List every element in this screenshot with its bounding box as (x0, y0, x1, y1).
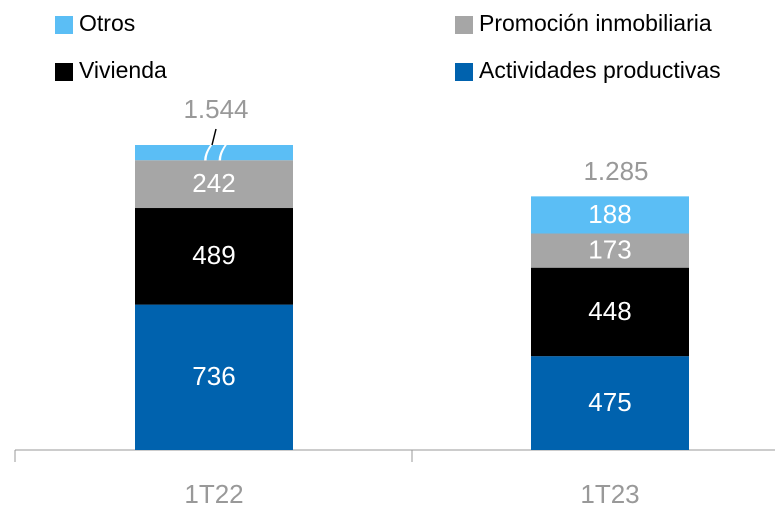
data-label: 489 (192, 240, 235, 270)
total-label: 1.285 (583, 156, 648, 186)
legend-swatch (455, 16, 473, 34)
leader-line (211, 128, 217, 146)
bar-segment (135, 160, 293, 209)
legend-swatch (55, 63, 73, 81)
x-tick-label: 1T23 (580, 479, 639, 506)
data-label: 736 (192, 361, 235, 391)
data-label: 77 (200, 136, 229, 166)
bar-segment (531, 267, 689, 357)
x-tick-label: 1T22 (184, 479, 243, 506)
data-label: 188 (588, 199, 631, 229)
data-label: 475 (588, 387, 631, 417)
bar-segment (531, 196, 689, 234)
legend-label: Actividades productivas (479, 57, 721, 83)
legend-swatch (455, 63, 473, 81)
bar-segment (531, 356, 689, 450)
legend-swatch (55, 16, 73, 34)
legend-label: Vivienda (79, 57, 167, 83)
data-label: 242 (192, 168, 235, 198)
bar-segment (135, 304, 293, 450)
total-label: 1.544 (183, 94, 248, 124)
legend-label: Otros (79, 10, 135, 36)
bar-segment (531, 233, 689, 268)
bar-segment (135, 208, 293, 305)
bar-segment (135, 145, 293, 161)
data-label: 448 (588, 296, 631, 326)
legend-label: Promoción inmobiliaria (479, 10, 712, 36)
data-label: 173 (588, 234, 631, 264)
